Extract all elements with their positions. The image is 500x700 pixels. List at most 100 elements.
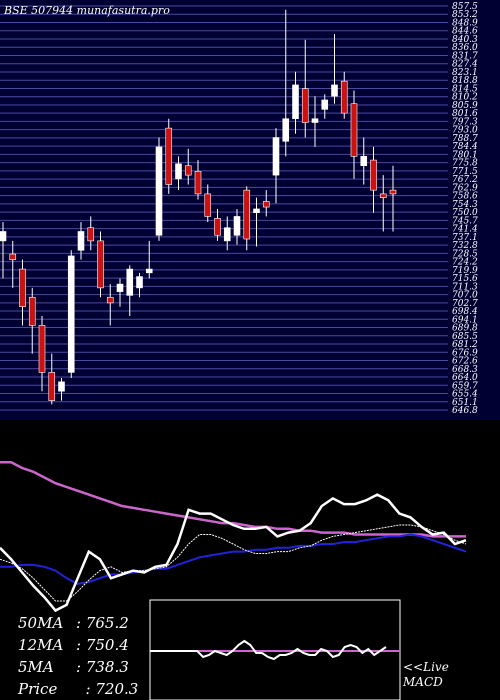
y-tick-label: 754.3: [452, 200, 478, 210]
candle: [165, 118, 173, 194]
candle-body: [165, 127, 173, 185]
candle: [292, 71, 299, 134]
candle: [97, 231, 104, 298]
candle-body: [155, 146, 163, 236]
y-tick-label: 711.3: [452, 282, 478, 292]
candle: [87, 216, 95, 251]
candle: [0, 222, 7, 279]
y-tick-label: 814.5: [452, 84, 478, 94]
candle: [126, 265, 134, 317]
y-tick-label: 788.7: [452, 134, 478, 144]
y-tick-label: 758.6: [452, 192, 478, 202]
y-tick-label: 741.4: [452, 225, 478, 235]
y-tick-label: 745.7: [452, 216, 478, 226]
ma5-row: 5MA : 738.3: [18, 656, 138, 678]
candle: [38, 316, 46, 392]
candlestick-chart: 857.5853.2848.9844.6840.3836.0831.7827.4…: [0, 2, 478, 416]
y-tick-label: 801.6: [452, 109, 478, 119]
series-50ma-line: [0, 461, 466, 538]
macd-line: [150, 639, 387, 661]
candle: [321, 94, 329, 119]
y-tick-label: 818.8: [452, 76, 478, 86]
candle-body: [38, 325, 46, 373]
candle-body: [106, 296, 114, 304]
candle: [243, 186, 251, 251]
y-tick-label: 827.4: [452, 60, 478, 70]
y-tick-label: 681.2: [452, 340, 478, 350]
symbol-label: BSE 507944: [4, 4, 74, 17]
ma12-label: 12MA: [18, 636, 64, 654]
candle-body: [233, 216, 241, 236]
candlestick-panel: 857.5 853.2 848.9 844.6 840.3 836.0 831.7 827.4…: [0, 0, 500, 420]
candle: [175, 156, 182, 191]
y-tick-label: 780.1: [452, 150, 478, 160]
y-tick-label: 732.8: [452, 241, 478, 251]
y-tick-label: 771.5: [452, 167, 478, 177]
candle: [67, 250, 75, 379]
y-tick-label: 659.7: [452, 381, 478, 391]
y-tick-label: 685.5: [452, 332, 478, 342]
y-tick-label: 676.9: [452, 348, 478, 358]
ma12-value: : 750.4: [76, 636, 129, 654]
y-tick-label: 853.2: [452, 10, 478, 20]
candle-body: [175, 163, 182, 180]
candle: [136, 272, 143, 298]
y-tick-label: 797.3: [452, 117, 478, 127]
candle: [77, 222, 85, 260]
candle: [145, 240, 153, 279]
chart-header: BSE 507944 munafasutra.pro: [4, 4, 170, 17]
candle: [253, 197, 260, 247]
candle-body: [370, 159, 377, 191]
ma5-label: 5MA: [18, 658, 54, 676]
candle: [272, 128, 280, 204]
candle-body: [340, 80, 348, 114]
ma5-value: : 738.3: [76, 658, 129, 676]
macd-link[interactable]: <<Live MACD: [403, 660, 449, 690]
y-tick-label: 844.6: [452, 27, 478, 37]
y-tick-label: 664.0: [452, 373, 478, 383]
candle: [48, 353, 56, 405]
candle-body: [379, 193, 387, 198]
candle-body: [19, 268, 26, 307]
candle-body: [301, 88, 309, 123]
candle: [340, 71, 348, 119]
candle-body: [116, 283, 124, 292]
candle: [282, 9, 290, 157]
price-row: Price : 720.3: [18, 678, 138, 700]
candle: [350, 90, 358, 179]
ma12-row: 12MA : 750.4: [18, 634, 138, 656]
candle-body: [126, 268, 134, 296]
y-tick-label: 689.8: [452, 324, 478, 334]
candle: [204, 184, 212, 223]
price-axis: 857.5853.2848.9844.6840.3836.0831.7827.4…: [452, 2, 478, 416]
candle: [214, 208, 221, 241]
moving-average-chart: [0, 461, 467, 700]
candle: [389, 165, 397, 232]
candle-body: [97, 240, 104, 289]
candle-body: [87, 227, 95, 242]
candle: [360, 137, 368, 185]
y-tick-label: 702.7: [452, 299, 478, 309]
y-tick-label: 707.0: [452, 291, 478, 301]
y-tick-label: 810.2: [452, 93, 478, 103]
candle-body: [223, 227, 231, 242]
candle-body: [77, 231, 85, 251]
y-tick-label: 668.3: [452, 365, 478, 375]
candle-body: [0, 231, 7, 242]
candle: [379, 175, 387, 232]
candle-body: [9, 253, 17, 260]
candle-body: [28, 296, 36, 326]
ma50-label: 50MA: [18, 614, 64, 632]
candle-body: [292, 84, 299, 120]
macd-live-label: <<Live: [403, 660, 449, 674]
y-tick-label: 857.5: [452, 2, 478, 12]
candle-body: [389, 189, 397, 195]
candle: [301, 39, 309, 138]
y-tick-label: 823.1: [452, 68, 478, 78]
series-price-line: [0, 493, 467, 613]
y-tick-label: 737.1: [452, 233, 478, 243]
macd-title-label: MACD: [403, 675, 443, 689]
candle: [19, 259, 26, 326]
candle-body: [67, 255, 75, 373]
moving-average-panel: [0, 420, 500, 700]
